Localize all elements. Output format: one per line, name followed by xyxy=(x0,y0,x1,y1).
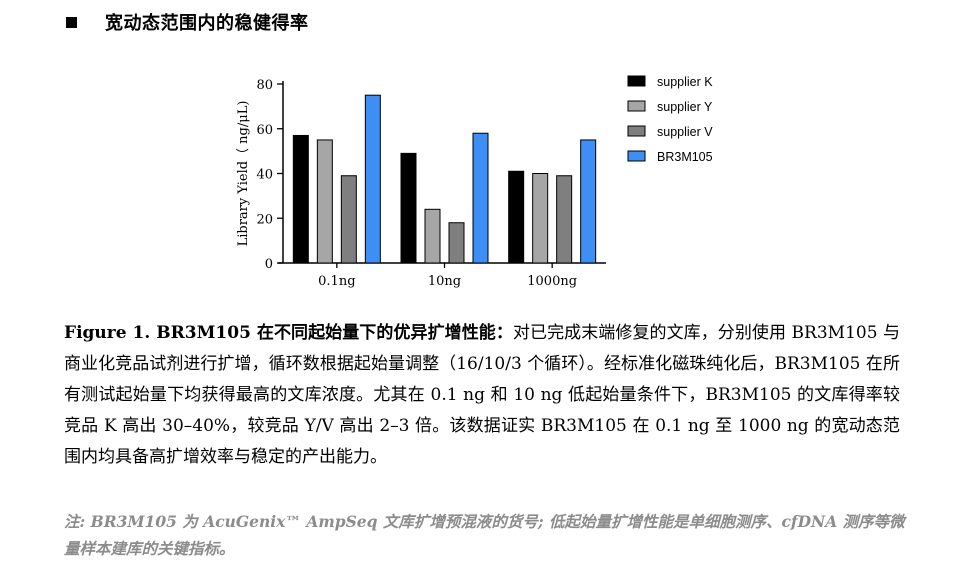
bar xyxy=(292,134,309,264)
figure-caption: Figure 1. BR3M105 在不同起始量下的优异扩增性能：对已完成末端修… xyxy=(64,318,900,473)
bar xyxy=(340,175,357,264)
legend-label: supplier K xyxy=(657,75,713,89)
y-tick-label: 20 xyxy=(256,212,273,227)
y-tick-label: 0 xyxy=(265,257,273,272)
footnote: 注: BR3M105 为 AcuGenix™ AmpSeq 文库扩增预混液的货号… xyxy=(64,512,905,558)
legend-swatch xyxy=(627,100,646,112)
bar xyxy=(316,139,333,264)
x-tick-label: 1000ng xyxy=(527,274,577,289)
bar xyxy=(472,132,489,264)
legend-swatch xyxy=(627,150,646,162)
y-axis-title: Library Yield（ ng/μL) xyxy=(236,101,251,247)
bar xyxy=(364,94,381,264)
caption-body: 对已完成末端修复的文库，分别使用 BR3M105 与商业化竞品试剂进行扩增，循环… xyxy=(64,323,900,467)
bar xyxy=(556,175,573,264)
x-tick-label: 10ng xyxy=(428,274,461,289)
legend-label: supplier Y xyxy=(657,100,713,114)
section-heading-text: 宽动态范围内的稳健得率 xyxy=(105,13,309,34)
caption-lead: Figure 1. BR3M105 在不同起始量下的优异扩增性能： xyxy=(64,323,513,343)
section-heading: 宽动态范围内的稳健得率 xyxy=(28,9,309,35)
bar xyxy=(580,139,597,264)
bar xyxy=(508,170,525,264)
y-tick-label: 40 xyxy=(256,168,273,183)
x-tick-label: 0.1ng xyxy=(318,274,355,289)
bar xyxy=(400,152,417,264)
legend-label: supplier V xyxy=(657,125,713,139)
legend-label: BR3M105 xyxy=(657,150,713,164)
legend-swatch xyxy=(627,75,646,87)
bar xyxy=(532,173,549,264)
y-tick-label: 80 xyxy=(256,78,273,93)
bar-chart: 0 20 40 60 80 Library Yield（ ng/μL) 0.1ng 10ng 1… xyxy=(236,75,713,289)
bar xyxy=(424,208,441,264)
legend-swatch xyxy=(627,125,646,137)
bar xyxy=(448,222,465,264)
y-tick-label: 60 xyxy=(256,123,273,138)
square-bullet-icon xyxy=(66,16,77,28)
